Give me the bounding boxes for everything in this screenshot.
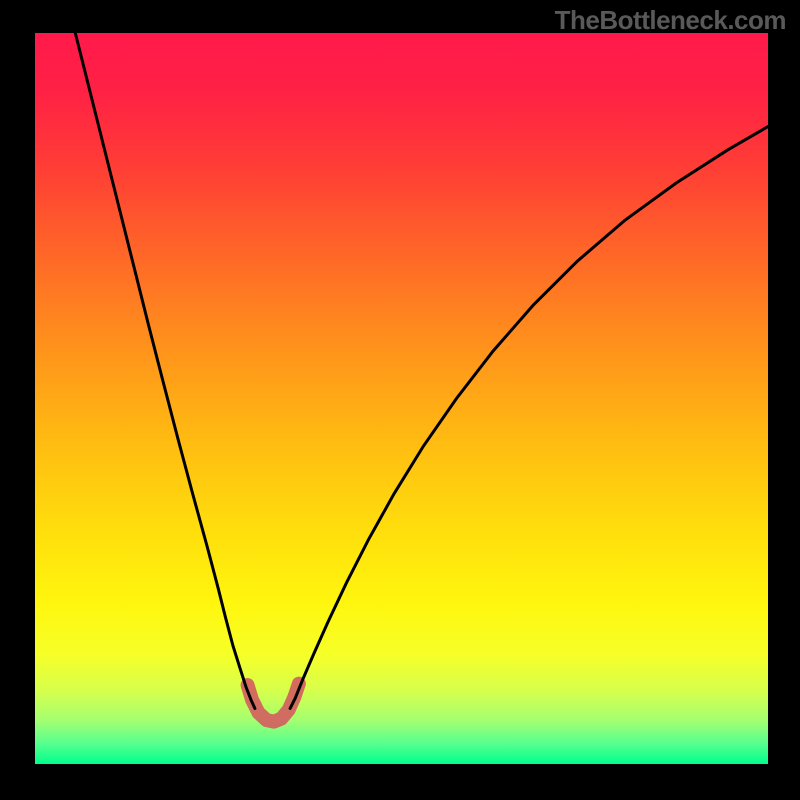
plot-area	[35, 33, 768, 764]
curve-left	[75, 33, 255, 708]
chart-container: TheBottleneck.com	[0, 0, 800, 800]
curve-right	[290, 127, 768, 709]
bottom-u-marker	[248, 684, 299, 722]
watermark-text: TheBottleneck.com	[555, 5, 786, 36]
curve-overlay	[35, 33, 768, 764]
